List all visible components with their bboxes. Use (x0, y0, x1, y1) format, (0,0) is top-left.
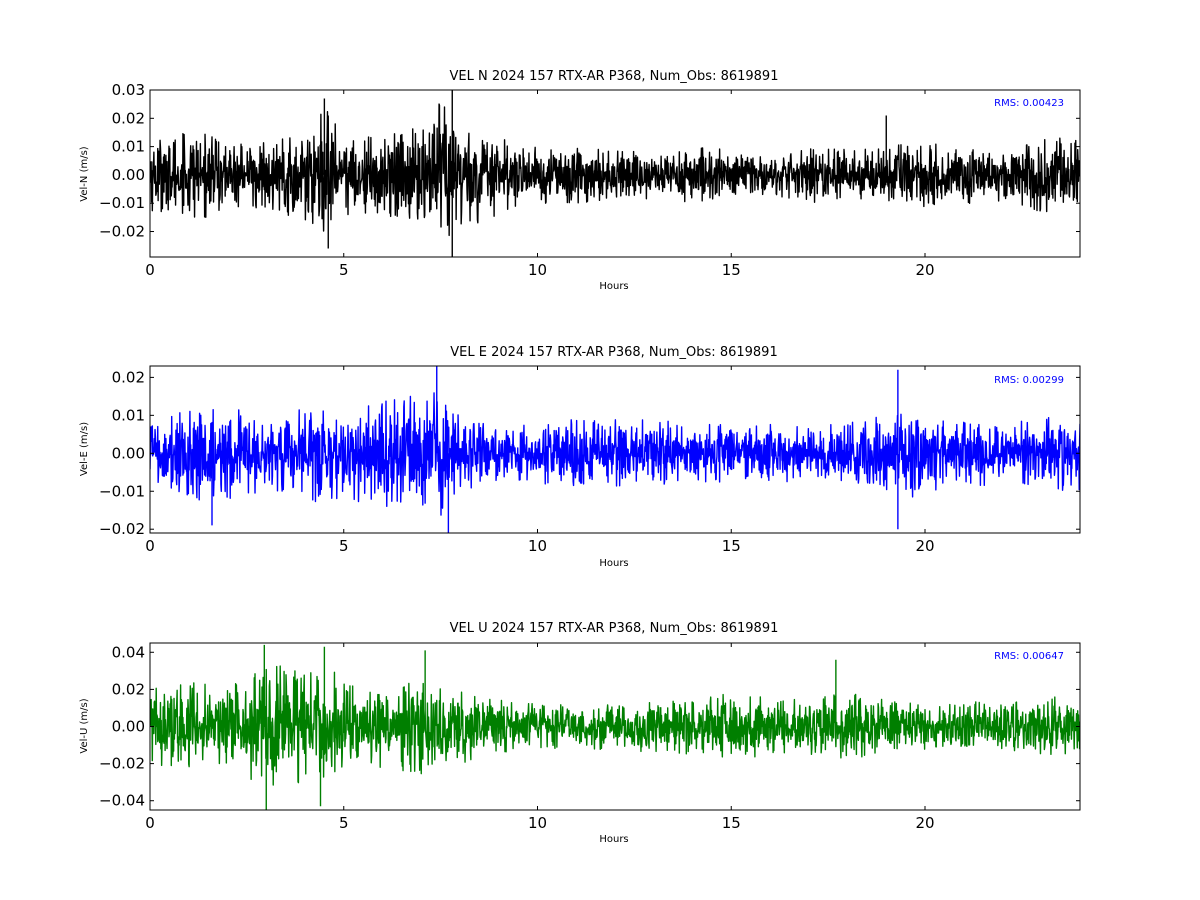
panel-vel-u-series-line (150, 644, 1080, 810)
panel-vel-e-ytick-label: 0.00 (112, 444, 145, 462)
panel-vel-e-ylabel: Vel-E (m/s) (79, 422, 90, 476)
panel-vel-e-trace (150, 366, 1080, 533)
panel-vel-e-xtick-label: 5 (339, 537, 349, 555)
panel-vel-n-xtick-label: 10 (528, 261, 547, 279)
panel-vel-u-rms: RMS: 0.00647 (994, 651, 1064, 662)
panel-vel-e-xtick-label: 10 (528, 537, 547, 555)
panel-vel-n-rms: RMS: 0.00423 (994, 98, 1064, 109)
panel-vel-n-frame (149, 89, 1081, 258)
panel-vel-e-xlabel: Hours (599, 558, 628, 569)
panel-vel-u-ytick-label: −0.02 (99, 755, 145, 773)
panel-vel-n-ylabel: Vel-N (m/s) (79, 146, 90, 201)
panel-vel-u-ylabel: Vel-U (m/s) (79, 698, 90, 753)
panel-vel-e: VEL E 2024 157 RTX-AR P368, Num_Obs: 861… (79, 345, 1081, 569)
panel-vel-n-xtick-label: 20 (915, 261, 934, 279)
panel-vel-u-trace (150, 644, 1080, 810)
panel-vel-n: VEL N 2024 157 RTX-AR P368, Num_Obs: 861… (79, 69, 1081, 292)
panel-vel-n-ytick-label: −0.01 (99, 194, 145, 212)
panel-vel-n-ytick-label: 0.02 (112, 109, 145, 127)
panel-vel-e-series-line (150, 366, 1080, 533)
panel-vel-e-xtick-label: 0 (145, 537, 155, 555)
panel-vel-n-ytick-label: −0.02 (99, 223, 145, 241)
panel-vel-e-xtick-label: 15 (722, 537, 741, 555)
panel-vel-u-ytick-label: 0.02 (112, 680, 145, 698)
panel-vel-n-xlabel: Hours (599, 281, 628, 292)
panel-vel-n-series-line (150, 90, 1080, 257)
panel-vel-u-title: VEL U 2024 157 RTX-AR P368, Num_Obs: 861… (450, 621, 779, 636)
panel-vel-n-xtick-label: 15 (722, 261, 741, 279)
panel-vel-u-ytick-label: 0.04 (112, 643, 145, 661)
panel-vel-n-xtick-label: 5 (339, 261, 349, 279)
panel-vel-n-ticks: 0 5 10 15 20 −0.02 −0.01 0.00 0.01 0.02 0.03 (99, 81, 1080, 279)
panel-vel-e-ytick-label: 0.01 (112, 406, 145, 424)
panel-vel-n-xtick-label: 0 (145, 261, 155, 279)
panel-vel-e-title: VEL E 2024 157 RTX-AR P368, Num_Obs: 861… (450, 345, 777, 360)
panel-vel-u-xlabel: Hours (599, 834, 628, 845)
panel-vel-e-xtick-label: 20 (915, 537, 934, 555)
panel-vel-n-ytick-label: 0.01 (112, 138, 145, 156)
panel-vel-e-ytick-label: 0.02 (112, 368, 145, 386)
panel-vel-u-xtick-label: 5 (339, 814, 349, 832)
panel-vel-e-frame (149, 365, 1081, 534)
panel-vel-e-rms: RMS: 0.00299 (994, 375, 1064, 386)
panel-vel-u-ytick-label: −0.04 (99, 792, 145, 810)
panel-vel-e-ytick-label: −0.01 (99, 482, 145, 500)
panel-vel-u: VEL U 2024 157 RTX-AR P368, Num_Obs: 861… (79, 621, 1081, 845)
panel-vel-e-ytick-label: −0.02 (99, 520, 145, 538)
panel-vel-n-ytick-label: 0.03 (112, 81, 145, 99)
panel-vel-n-title: VEL N 2024 157 RTX-AR P368, Num_Obs: 861… (450, 69, 779, 84)
panel-vel-e-ticks: 0 5 10 15 20 −0.02 −0.01 0.00 0.01 0.02 (99, 366, 1080, 555)
panel-vel-n-ytick-label: 0.00 (112, 166, 145, 184)
panel-vel-n-trace (150, 90, 1080, 257)
panel-vel-u-xtick-label: 20 (915, 814, 934, 832)
panel-vel-u-ytick-label: 0.00 (112, 718, 145, 736)
panel-vel-u-xtick-label: 10 (528, 814, 547, 832)
panel-vel-u-xtick-label: 0 (145, 814, 155, 832)
panel-vel-u-xtick-label: 15 (722, 814, 741, 832)
panel-vel-u-ticks: 0 5 10 15 20 −0.04 −0.02 0.00 0.02 0.04 (99, 643, 1080, 832)
